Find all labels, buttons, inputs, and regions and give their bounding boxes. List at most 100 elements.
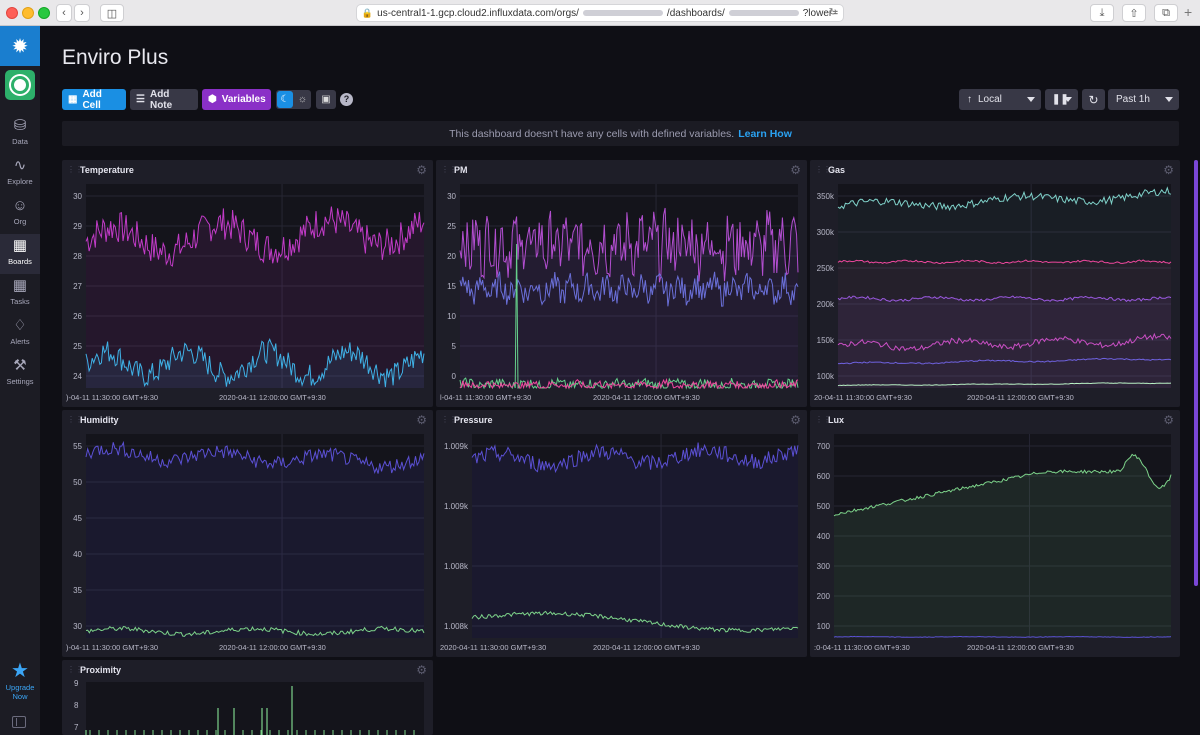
users-icon: ☺	[12, 197, 28, 214]
x-tick-label: l-04-11 11:30:00 GMT+9:30	[440, 393, 531, 402]
cell-pressure[interactable]: ⋮⋮ Pressure ⚙ 1.009k 1.009k 1.008k 1.008k 20…	[436, 410, 807, 657]
proximity-graph[interactable]: 9 8 7	[62, 660, 433, 735]
y-tick-label: 25	[447, 222, 456, 231]
cell-proximity[interactable]: ⋮⋮ Proximity ⚙ 9 8 7	[62, 660, 433, 735]
influxdb-logo-icon[interactable]: ✹	[0, 26, 40, 66]
cell-title: Humidity	[80, 415, 119, 425]
share-icon[interactable]: ⇧	[1122, 4, 1146, 22]
x-tick-label: 2020-04-11 12:00:00 GMT+9:30	[967, 643, 1074, 652]
moon-icon[interactable]: ☾	[277, 91, 293, 108]
drag-handle-icon[interactable]: ⋮⋮	[67, 165, 83, 174]
variables-button[interactable]: ⬢ Variables	[202, 89, 271, 110]
address-bar[interactable]: 🔒 us-central1-1.gcp.cloud2.influxdata.co…	[356, 4, 844, 22]
lux-graph[interactable]: 700 600 500 400 300 200 100:0-04-11 11:30:00 G…	[810, 410, 1180, 657]
drag-handle-icon[interactable]: ⋮⋮	[441, 415, 457, 424]
gas-series-2-area	[838, 260, 1171, 388]
download-icon[interactable]: ⤓	[1090, 4, 1114, 22]
gear-icon[interactable]: ⚙	[790, 163, 801, 177]
star-icon: ★	[11, 660, 29, 682]
nav-item-data[interactable]: ⛁ Data	[0, 114, 40, 154]
drag-handle-icon[interactable]: ⋮⋮	[815, 165, 831, 174]
gear-icon[interactable]: ⚙	[1163, 413, 1174, 427]
pm-series-1-area	[460, 208, 798, 388]
gas-series-3	[837, 295, 1172, 303]
nav-item-boards[interactable]: ▦ Boards	[0, 234, 40, 274]
gear-icon[interactable]: ⚙	[416, 163, 427, 177]
y-tick-label: 500	[817, 502, 831, 511]
help-icon[interactable]: ?	[340, 93, 353, 106]
drag-handle-icon[interactable]: ⋮⋮	[67, 415, 83, 424]
y-tick-label: 350k	[817, 192, 835, 201]
drag-handle-icon[interactable]: ⋮⋮	[815, 415, 831, 424]
close-window-button[interactable]	[6, 7, 18, 19]
collapse-nav-icon[interactable]	[12, 716, 26, 728]
pause-icon: ❚❚	[1052, 94, 1069, 105]
drag-handle-icon[interactable]: ⋮⋮	[441, 165, 457, 174]
gear-icon[interactable]: ⚙	[416, 663, 427, 677]
zoom-window-button[interactable]	[38, 7, 50, 19]
sidebar-toggle-icon[interactable]: ◫	[100, 4, 124, 22]
temperature-graph[interactable]: 30 29 28 27 26 25 24)-04-11 11:30:00 GMT+9:30 2…	[62, 160, 433, 407]
cell-temperature[interactable]: ⋮⋮ Temperature ⚙ 30 29 28 27 26 25 24)-04-11 1…	[62, 160, 433, 407]
y-tick-label: 150k	[817, 336, 835, 345]
gear-icon[interactable]: ⚙	[1163, 163, 1174, 177]
url-text-dashboards: /dashboards/	[666, 7, 725, 19]
cell-title: PM	[454, 165, 468, 175]
learn-how-link[interactable]: Learn How	[738, 127, 792, 140]
x-tick-label: :0-04-11 11:30:00 GMT+9:30	[814, 643, 910, 652]
sun-icon[interactable]: ☼	[297, 94, 308, 105]
page-scrollbar[interactable]	[1194, 160, 1198, 586]
page-title[interactable]: Enviro Plus	[62, 46, 169, 69]
new-tab-icon[interactable]: +	[1184, 4, 1193, 20]
cell-pm[interactable]: ⋮⋮ PM ⚙ 30 25 20 15 10 5 0 l-04-11 11:30:00 GMT…	[436, 160, 807, 407]
timezone-dropdown[interactable]: ↑ Local	[959, 89, 1041, 110]
refresh-button[interactable]: ↻	[1082, 89, 1105, 110]
gas-graph[interactable]: 350k 300k 250k 200k 150k 100k 20-04-11 11:30:0…	[810, 160, 1180, 407]
reload-icon[interactable]: ↻	[828, 7, 837, 18]
y-tick-label: 50	[73, 478, 82, 487]
nav-item-org[interactable]: ☺ Org	[0, 194, 40, 234]
cell-lux[interactable]: ⋮⋮ Lux ⚙ 700 600 500 400 300 200 100:0-04-11 1…	[810, 410, 1180, 657]
calendar-icon: ▦	[12, 277, 28, 294]
y-tick-label: 24	[73, 372, 82, 381]
nav-item-explore[interactable]: ∿ Explore	[0, 154, 40, 194]
x-tick-label: )-04-11 11:30:00 GMT+9:30	[66, 393, 158, 402]
presentation-mode-button[interactable]: ▣	[316, 90, 336, 109]
theme-toggle[interactable]: ☾ ☼	[276, 90, 311, 109]
gear-icon[interactable]: ⚙	[790, 413, 801, 427]
autorefresh-dropdown[interactable]: ❚❚	[1045, 89, 1078, 110]
minimize-window-button[interactable]	[22, 7, 34, 19]
cell-humidity[interactable]: ⋮⋮ Humidity ⚙ 55 50 45 40 35 30)-04-11 11:30:…	[62, 410, 433, 657]
upgrade-now-button[interactable]: ★ Upgrade Now	[0, 658, 40, 701]
pressure-graph[interactable]: 1.009k 1.009k 1.008k 1.008k 2020-04-11 11:30…	[436, 410, 807, 657]
gas-series-1	[837, 186, 1172, 212]
y-tick-label: 200	[817, 592, 831, 601]
pm-graph[interactable]: 30 25 20 15 10 5 0 l-04-11 11:30:00 GMT+9:30 202…	[436, 160, 807, 407]
plot-area	[86, 682, 424, 735]
add-note-button[interactable]: ☰ Add Note	[130, 89, 198, 111]
back-icon[interactable]: ‹	[56, 4, 72, 22]
gear-icon[interactable]: ⚙	[416, 413, 427, 427]
nav-item-tasks[interactable]: ▦ Tasks	[0, 274, 40, 314]
user-avatar[interactable]	[5, 70, 35, 100]
humidity-graph[interactable]: 55 50 45 40 35 30)-04-11 11:30:00 GMT+9:30 202…	[62, 410, 433, 657]
add-cell-icon: ▦	[68, 94, 78, 105]
forward-icon[interactable]: ›	[74, 4, 90, 22]
time-range-dropdown[interactable]: Past 1h	[1108, 89, 1179, 110]
drag-handle-icon[interactable]: ⋮⋮	[67, 665, 83, 674]
y-tick-label: 40	[73, 550, 82, 559]
nav-item-settings[interactable]: ⚒ Settings	[0, 354, 40, 394]
y-tick-label: 15	[447, 282, 456, 291]
gas-series-5	[838, 357, 1172, 365]
tabs-overview-icon[interactable]: ⧉	[1154, 4, 1178, 22]
nav-item-alerts[interactable]: ♢ Alerts	[0, 314, 40, 354]
gas-series-1-area	[838, 187, 1171, 388]
cell-title: Pressure	[454, 415, 493, 425]
gas-series-2	[837, 259, 1172, 265]
url-text: us-central1-1.gcp.cloud2.influxdata.com/…	[377, 7, 579, 19]
cell-gas[interactable]: ⋮⋮ Gas ⚙ 350k 300k 250k 200k 150k 100k 20-04-1…	[810, 160, 1180, 407]
timezone-icon: ↑	[967, 94, 972, 105]
add-cell-button[interactable]: ▦ Add Cell	[62, 89, 126, 111]
pm-series-4	[459, 377, 799, 390]
x-tick-label: 2020-04-11 12:00:00 GMT+9:30	[219, 643, 326, 652]
